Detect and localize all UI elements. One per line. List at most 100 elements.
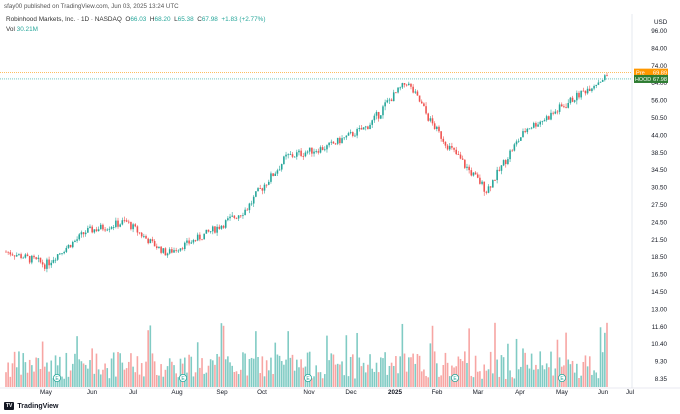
time-tick-label: May	[556, 389, 569, 396]
candle-body	[606, 75, 608, 77]
volume-bar	[586, 366, 589, 387]
candle-body	[382, 106, 384, 116]
volume-bar	[33, 371, 35, 387]
volume-bar	[222, 325, 225, 387]
hood-tag-bg	[634, 74, 668, 83]
volume-bar	[541, 365, 544, 387]
candle-body	[261, 188, 264, 191]
volume-bar	[259, 373, 261, 387]
candle-body	[280, 164, 283, 170]
candle-body	[485, 191, 488, 193]
volume-bar	[408, 357, 410, 387]
time-tick-label: Oct	[257, 389, 267, 396]
candle-body	[317, 151, 320, 153]
tradingview-footer[interactable]: TV TradingView	[4, 402, 59, 410]
candle-body	[412, 86, 414, 93]
candle-body	[578, 92, 580, 98]
candle-body	[22, 257, 25, 259]
candle-body	[395, 92, 397, 94]
time-tick-label: Mar	[473, 389, 484, 396]
candle-body	[324, 149, 326, 151]
volume-bar	[321, 378, 324, 387]
earnings-marker-icon	[303, 373, 312, 382]
volume-bar	[140, 363, 143, 387]
candle-body	[500, 165, 503, 171]
volume-bar	[196, 342, 199, 387]
volume-bar	[545, 363, 548, 387]
candle-body	[336, 137, 339, 144]
candle-body	[293, 156, 296, 158]
candle-body	[599, 81, 602, 83]
candle-body	[522, 131, 524, 138]
volume-bar	[375, 362, 378, 387]
volume-bar	[89, 360, 91, 387]
volume-bar	[343, 375, 345, 387]
candle-body	[155, 246, 158, 248]
candle-body	[470, 170, 473, 176]
candle-body	[39, 257, 42, 263]
volume-bar	[306, 352, 309, 387]
time-tick-label: May	[40, 389, 53, 396]
volume-bar	[18, 351, 20, 387]
candle-body	[476, 174, 479, 178]
volume-bar	[54, 355, 57, 387]
candle-body	[74, 240, 76, 242]
candle-body	[380, 115, 382, 119]
candle-body	[127, 221, 130, 223]
volume-bar	[509, 370, 511, 387]
candle-body	[108, 228, 111, 230]
candle-body	[558, 104, 561, 112]
volume-bar	[136, 356, 139, 387]
candle-body	[181, 248, 184, 250]
volume-bar	[162, 376, 165, 387]
volume-bar	[416, 353, 419, 387]
time-tick-label: Aug	[171, 389, 183, 396]
candle-body	[24, 254, 27, 258]
volume-bar	[354, 378, 356, 387]
volume-bar	[528, 368, 531, 387]
candle-body	[341, 138, 343, 144]
candle-body	[89, 226, 91, 228]
candle-body	[332, 141, 335, 144]
candle-body	[356, 129, 358, 136]
candle-body	[440, 131, 442, 139]
candle-body	[457, 154, 460, 155]
low-value: 65.38	[177, 16, 194, 23]
currency-label: USD	[654, 19, 668, 26]
volume-bar	[476, 371, 479, 387]
candle-body	[43, 264, 46, 269]
volume-bar	[341, 361, 343, 387]
candle-body	[257, 188, 259, 192]
volume-bar	[31, 365, 33, 387]
candle-body	[423, 103, 425, 107]
candle-body	[410, 83, 412, 87]
price-tick-label: 10.40	[651, 341, 667, 348]
candle-body	[276, 170, 279, 174]
candle-body	[52, 259, 55, 263]
volume-bar	[274, 342, 277, 387]
candle-body	[543, 120, 546, 122]
candle-body	[496, 169, 498, 181]
volume-bar	[597, 378, 600, 387]
candle-body	[220, 225, 223, 229]
candle-body	[15, 255, 18, 257]
volume-bar	[429, 343, 432, 387]
candle-body	[535, 123, 537, 127]
candle-body	[494, 180, 496, 181]
candle-body	[37, 257, 40, 259]
volume-bar	[336, 363, 339, 387]
volume-bar	[599, 327, 602, 387]
candle-body	[427, 113, 430, 121]
volume-bar	[203, 373, 205, 387]
candle-body	[263, 184, 266, 191]
volume-bar	[199, 367, 201, 387]
volume-bar	[257, 356, 259, 387]
volume-bar	[35, 357, 37, 387]
time-tick-label: Jun	[598, 389, 609, 396]
candle-body	[164, 248, 167, 256]
ohlc-legend: Robinhood Markets, Inc. · 1D · NASDAQ O6…	[6, 16, 265, 23]
candle-body	[209, 231, 212, 233]
candle-body	[87, 227, 89, 233]
volume-bar	[26, 372, 29, 387]
